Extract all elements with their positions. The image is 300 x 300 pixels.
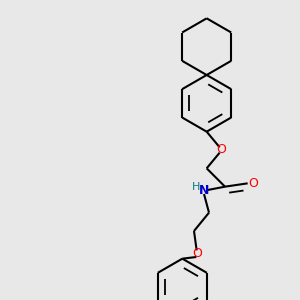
Text: H: H <box>192 182 200 192</box>
Text: O: O <box>249 177 259 190</box>
Text: O: O <box>217 143 226 157</box>
Text: N: N <box>199 184 209 196</box>
Text: O: O <box>192 247 202 260</box>
